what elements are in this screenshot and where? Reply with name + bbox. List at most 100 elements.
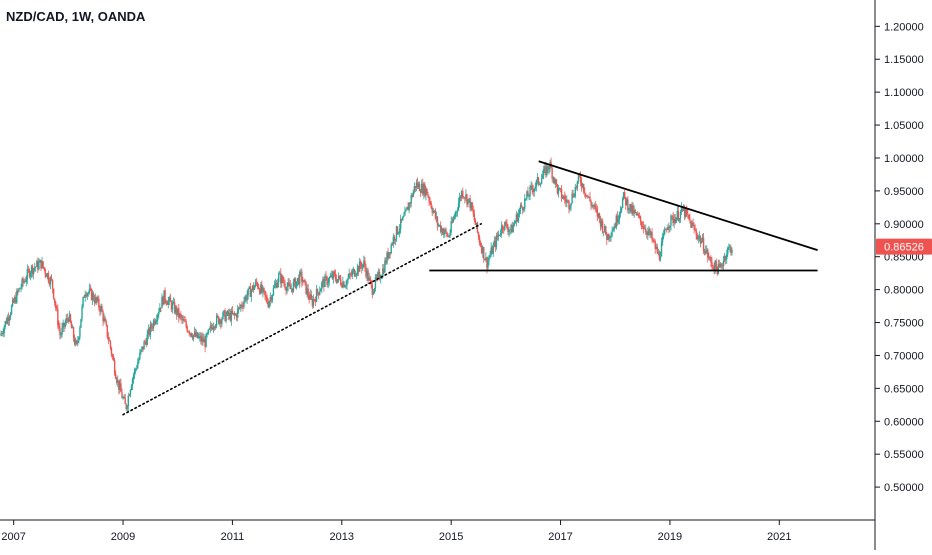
candle-body	[469, 198, 471, 209]
candle-body	[150, 324, 153, 328]
candle-body	[650, 232, 652, 236]
last-price-marker: 0.86526	[876, 238, 932, 255]
candle-body	[623, 192, 626, 198]
candle-body	[521, 207, 524, 210]
candle-body	[47, 273, 50, 282]
candle-body	[508, 230, 510, 233]
candle-body	[299, 272, 301, 285]
candle-body	[229, 312, 232, 321]
candle-body	[537, 177, 540, 185]
candle-body	[666, 229, 668, 231]
candle-body	[407, 206, 409, 211]
candle-body	[172, 302, 175, 304]
candle-body	[646, 232, 648, 235]
candle-body	[486, 257, 488, 269]
candle-body	[326, 276, 328, 285]
candle-body	[478, 237, 481, 243]
candle-body	[109, 340, 112, 348]
candle-body	[527, 191, 529, 197]
candle-body	[525, 198, 527, 200]
candle-body	[465, 194, 467, 199]
candle-body	[225, 315, 227, 322]
candle-body	[346, 279, 348, 285]
candle-body	[62, 322, 64, 328]
candle-body	[552, 177, 554, 179]
candle-body	[158, 311, 160, 315]
candle-body	[198, 336, 200, 339]
candle-body	[131, 379, 134, 386]
candle-body	[647, 231, 649, 235]
candle-body	[723, 256, 726, 261]
candle-body	[151, 327, 154, 329]
candle-body	[42, 261, 44, 268]
candle-body	[439, 224, 442, 232]
candle-body	[335, 279, 338, 283]
candle-body	[283, 281, 285, 284]
candle-body	[581, 183, 584, 188]
candle-body	[149, 324, 152, 335]
horizontal-or-descending-trendline[interactable]	[538, 160, 818, 251]
candle-body	[266, 297, 268, 304]
candle-body	[494, 240, 497, 248]
candle-body	[670, 215, 672, 226]
candle-body	[539, 183, 542, 185]
candle-body	[245, 296, 247, 301]
candle-body	[535, 180, 538, 187]
candle-body	[267, 303, 269, 308]
candle-body	[620, 207, 623, 211]
candle-body	[436, 216, 439, 226]
candle-body	[163, 290, 165, 305]
candle-body	[471, 202, 473, 210]
candle-body	[307, 288, 309, 296]
candle-body	[611, 231, 613, 236]
candle-body	[38, 262, 40, 270]
candle-body	[361, 265, 363, 269]
candle-body	[106, 325, 108, 337]
candle-body	[389, 252, 391, 254]
candle-body	[408, 202, 410, 211]
candle-body	[703, 251, 706, 254]
candle-body	[618, 213, 621, 220]
candle-body	[691, 222, 693, 228]
candle-body	[599, 218, 602, 227]
candle-body	[320, 288, 322, 292]
time-axis[interactable]: 2007 2009 2011 2013 2015 2017 2019 2021	[1, 520, 792, 543]
candle-body	[689, 218, 691, 221]
candle-body	[268, 301, 270, 308]
dotted-support-trendline[interactable]	[122, 222, 483, 416]
candle-body	[1, 333, 3, 335]
candle-body	[166, 303, 168, 305]
candle-body	[224, 310, 226, 322]
candle-body	[192, 334, 195, 339]
candle-body	[637, 214, 640, 217]
candle-body	[75, 340, 77, 345]
candle-body	[290, 288, 293, 290]
candle-body	[353, 269, 356, 277]
candle-body	[512, 225, 514, 233]
candle-body	[626, 199, 628, 206]
candle-body	[528, 196, 530, 198]
candle-body	[0, 333, 2, 336]
candle-body	[432, 211, 434, 213]
candle-body	[291, 288, 294, 292]
price-axis[interactable]: 1.20000 1.15000 1.10000 1.05000 1.00000 0.950…	[875, 21, 924, 494]
candle-body	[55, 302, 57, 309]
candle-body	[457, 202, 460, 211]
candle-body	[239, 307, 241, 309]
candle-body	[727, 247, 729, 255]
candle-body	[315, 289, 318, 302]
candle-body	[200, 335, 202, 342]
candle-body	[415, 182, 418, 188]
candle-body	[256, 283, 259, 288]
candle-body	[561, 198, 564, 199]
candle-body	[676, 210, 678, 218]
candle-body	[84, 294, 86, 298]
candle-body	[319, 291, 321, 295]
candle-body	[653, 240, 655, 242]
candle-body	[153, 320, 156, 324]
candle-body	[630, 203, 632, 213]
candle-body	[491, 247, 493, 254]
candle-body	[213, 326, 216, 328]
